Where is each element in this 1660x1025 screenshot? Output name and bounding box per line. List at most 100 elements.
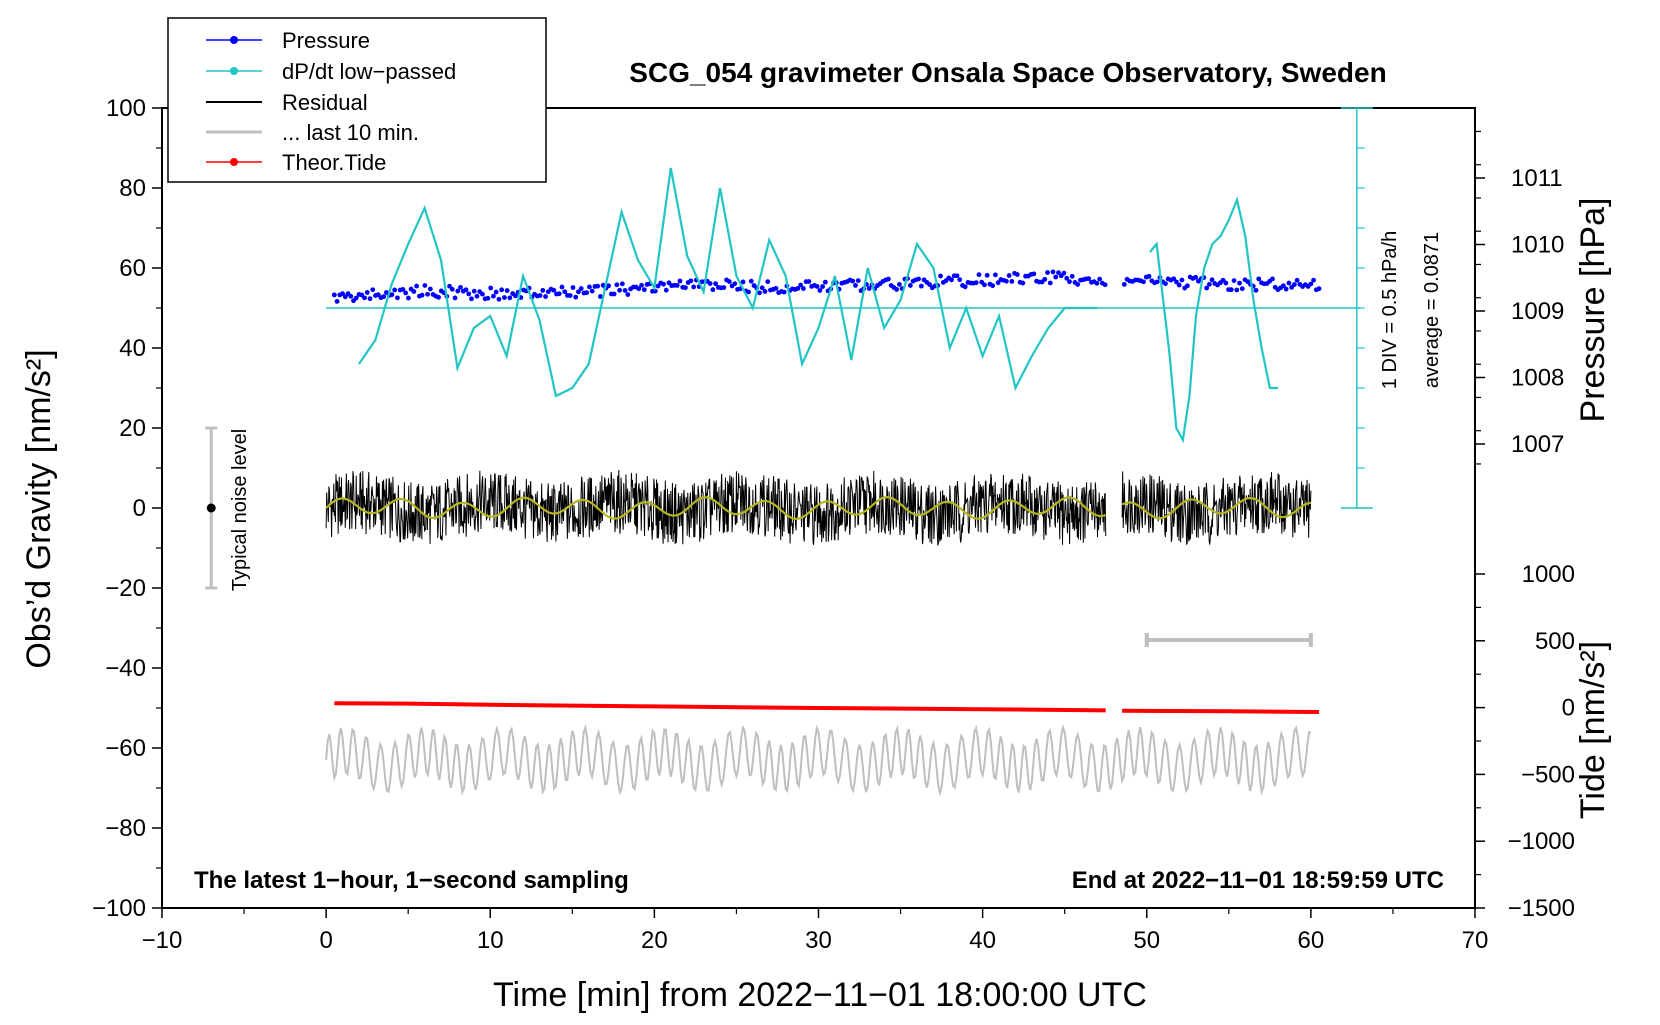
pressure-point [452,295,458,301]
pressure-point [501,295,507,300]
pressure-point [419,292,425,298]
pressure-point [485,295,491,301]
y-axis-label-pressure: Pressure [hPa] [1574,198,1612,423]
pressure-tick-label: 1011 [1511,165,1563,192]
pressure-point [707,281,713,286]
x-tick-label: 70 [1462,927,1489,954]
pressure-point [726,279,732,284]
y-tick-label: −40 [105,655,146,682]
pressure-point [617,287,623,293]
pressure-point [710,287,716,293]
pressure-point [1209,277,1215,283]
pressure-point [1014,272,1020,277]
pressure-point [894,287,900,292]
pressure-point [918,283,924,289]
pressure-point [762,289,768,294]
pressure-point [1283,286,1289,292]
pressure-point [641,287,647,293]
pressure-point [990,283,996,289]
pressure-point [993,272,998,278]
pressure-point [543,294,548,299]
pressure-point [746,289,751,295]
pressure-point [1237,280,1242,286]
tide-line-after-gap [1122,708,1320,714]
note-sampling: The latest 1−hour, 1−second sampling [194,867,629,894]
tide-tick-label: 500 [1535,628,1575,655]
pressure-tick-label: 1009 [1511,298,1564,325]
pressure-point [1047,280,1053,286]
pressure-point [364,290,370,295]
pressure-point [425,291,430,297]
pressure-point [1291,282,1297,287]
pressure-point [573,294,579,300]
pressure-point [927,282,932,287]
pressure-point [1086,276,1092,281]
pressure-point [636,286,642,292]
pressure-point [381,294,387,300]
pressure-point [1223,280,1229,286]
pressure-point [1204,285,1210,291]
y-tick-label: −80 [105,815,146,842]
pressure-point [1064,275,1070,281]
pressure-point [962,284,968,290]
pressure-point [1006,273,1012,278]
tide-tick-label: −500 [1521,761,1575,788]
y-tick-label: −20 [105,575,146,602]
y-tick-label: 20 [119,415,146,442]
legend-box [167,17,547,183]
pressure-point [759,285,765,291]
pressure-point [765,279,771,285]
pressure-point [504,288,510,293]
pressure-point [348,293,354,299]
y-tick-label: 0 [133,495,146,522]
x-tick-label: 60 [1298,927,1325,954]
pressure-point [1069,273,1075,279]
pressure-point [469,296,474,302]
pressure-point [392,287,398,293]
pressure-point [370,287,376,293]
pressure-point [1311,277,1316,283]
pressure-point [1176,282,1182,288]
pressure-point [578,286,584,291]
pressure-point [342,294,348,300]
pressure-point [455,288,461,294]
pressure-point [1231,278,1237,283]
y-tick-label: 60 [119,255,146,282]
pressure-point [1286,280,1292,286]
pressure-point [938,273,943,279]
pressure-point [773,285,779,291]
pressure-point [663,287,669,293]
y-axis-label-tide: Tide [nm/s²] [1574,641,1612,819]
pressure-point [1045,270,1050,275]
pressure-point [507,295,513,301]
pressure-point [551,287,557,293]
note-average: average = 0.0871 [1421,232,1443,388]
legend-label-tide: Theor.Tide [282,150,386,175]
pressure-point [1042,276,1048,282]
pressure-point [781,289,787,295]
y-tick-label: 40 [119,335,146,362]
tide-line [334,701,1106,713]
pressure-point [463,287,469,293]
pressure-point [976,272,982,278]
pressure-point [619,281,625,287]
pressure-point [688,278,694,284]
x-tick-label: 30 [805,927,832,954]
pressure-point [598,294,603,299]
residual-line [1121,471,1312,546]
tide-tick-label: −1000 [1508,828,1575,855]
y-tick-label: −100 [92,895,146,922]
pressure-point [817,288,823,293]
note-scale-div: 1 DIV = 0.5 hPa/h [1379,231,1401,389]
tide-tick-label: 0 [1562,695,1575,722]
pressure-point [491,293,496,299]
pressure-tick-label: 1010 [1511,232,1564,259]
note-noise-level: Typical noise level [229,429,251,591]
pressure-point [556,291,562,297]
pressure-point [611,291,617,297]
x-tick-label: 20 [641,927,668,954]
pressure-point [907,283,913,288]
pressure-point [661,281,666,287]
